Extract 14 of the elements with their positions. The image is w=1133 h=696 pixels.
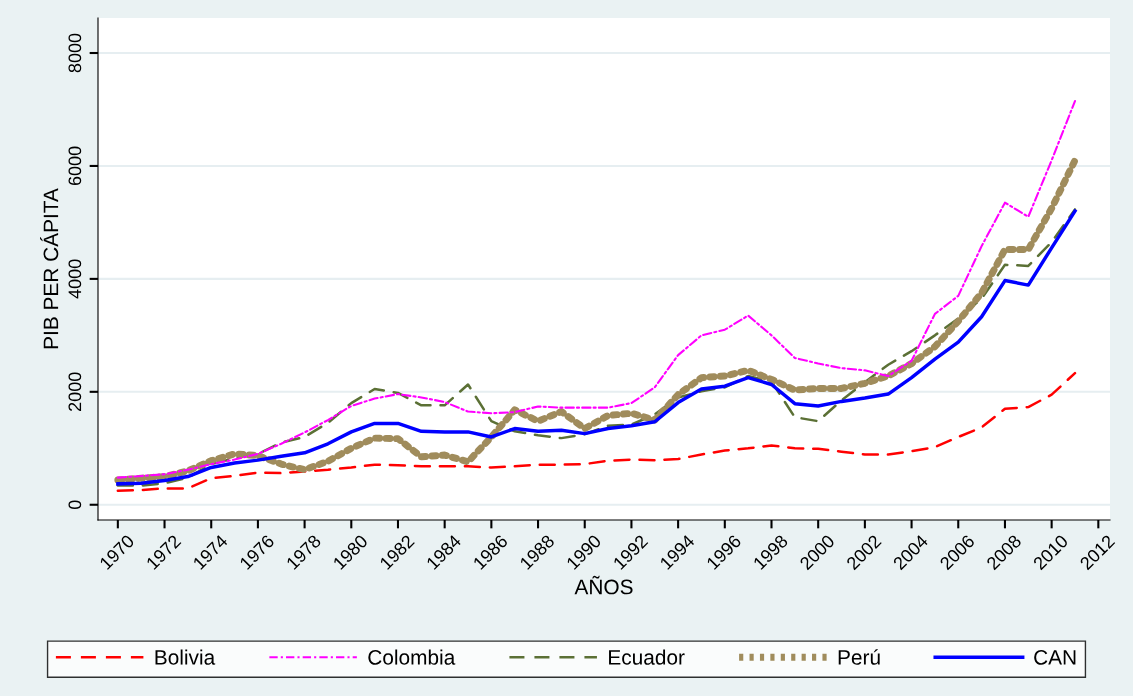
legend-label: CAN — [1034, 650, 1076, 665]
y-tick-label: 4000 — [68, 259, 82, 299]
y-tick-label: 2000 — [68, 372, 82, 411]
x-axis-title: AÑOS — [574, 575, 633, 595]
legend-label: Colombia — [368, 649, 456, 665]
legend-label: Ecuador — [609, 649, 685, 665]
legend-label: Bolivia — [155, 649, 216, 665]
y-tick-label: 8000 — [68, 33, 82, 73]
y-tick-label: 0 — [68, 500, 82, 510]
line-series — [116, 371, 1077, 492]
legend-label: Perú — [838, 649, 880, 665]
y-axis-title: PIB PER CÁPITA — [40, 188, 59, 349]
y-tick-label: 6000 — [68, 146, 82, 186]
line-series — [116, 99, 1077, 479]
